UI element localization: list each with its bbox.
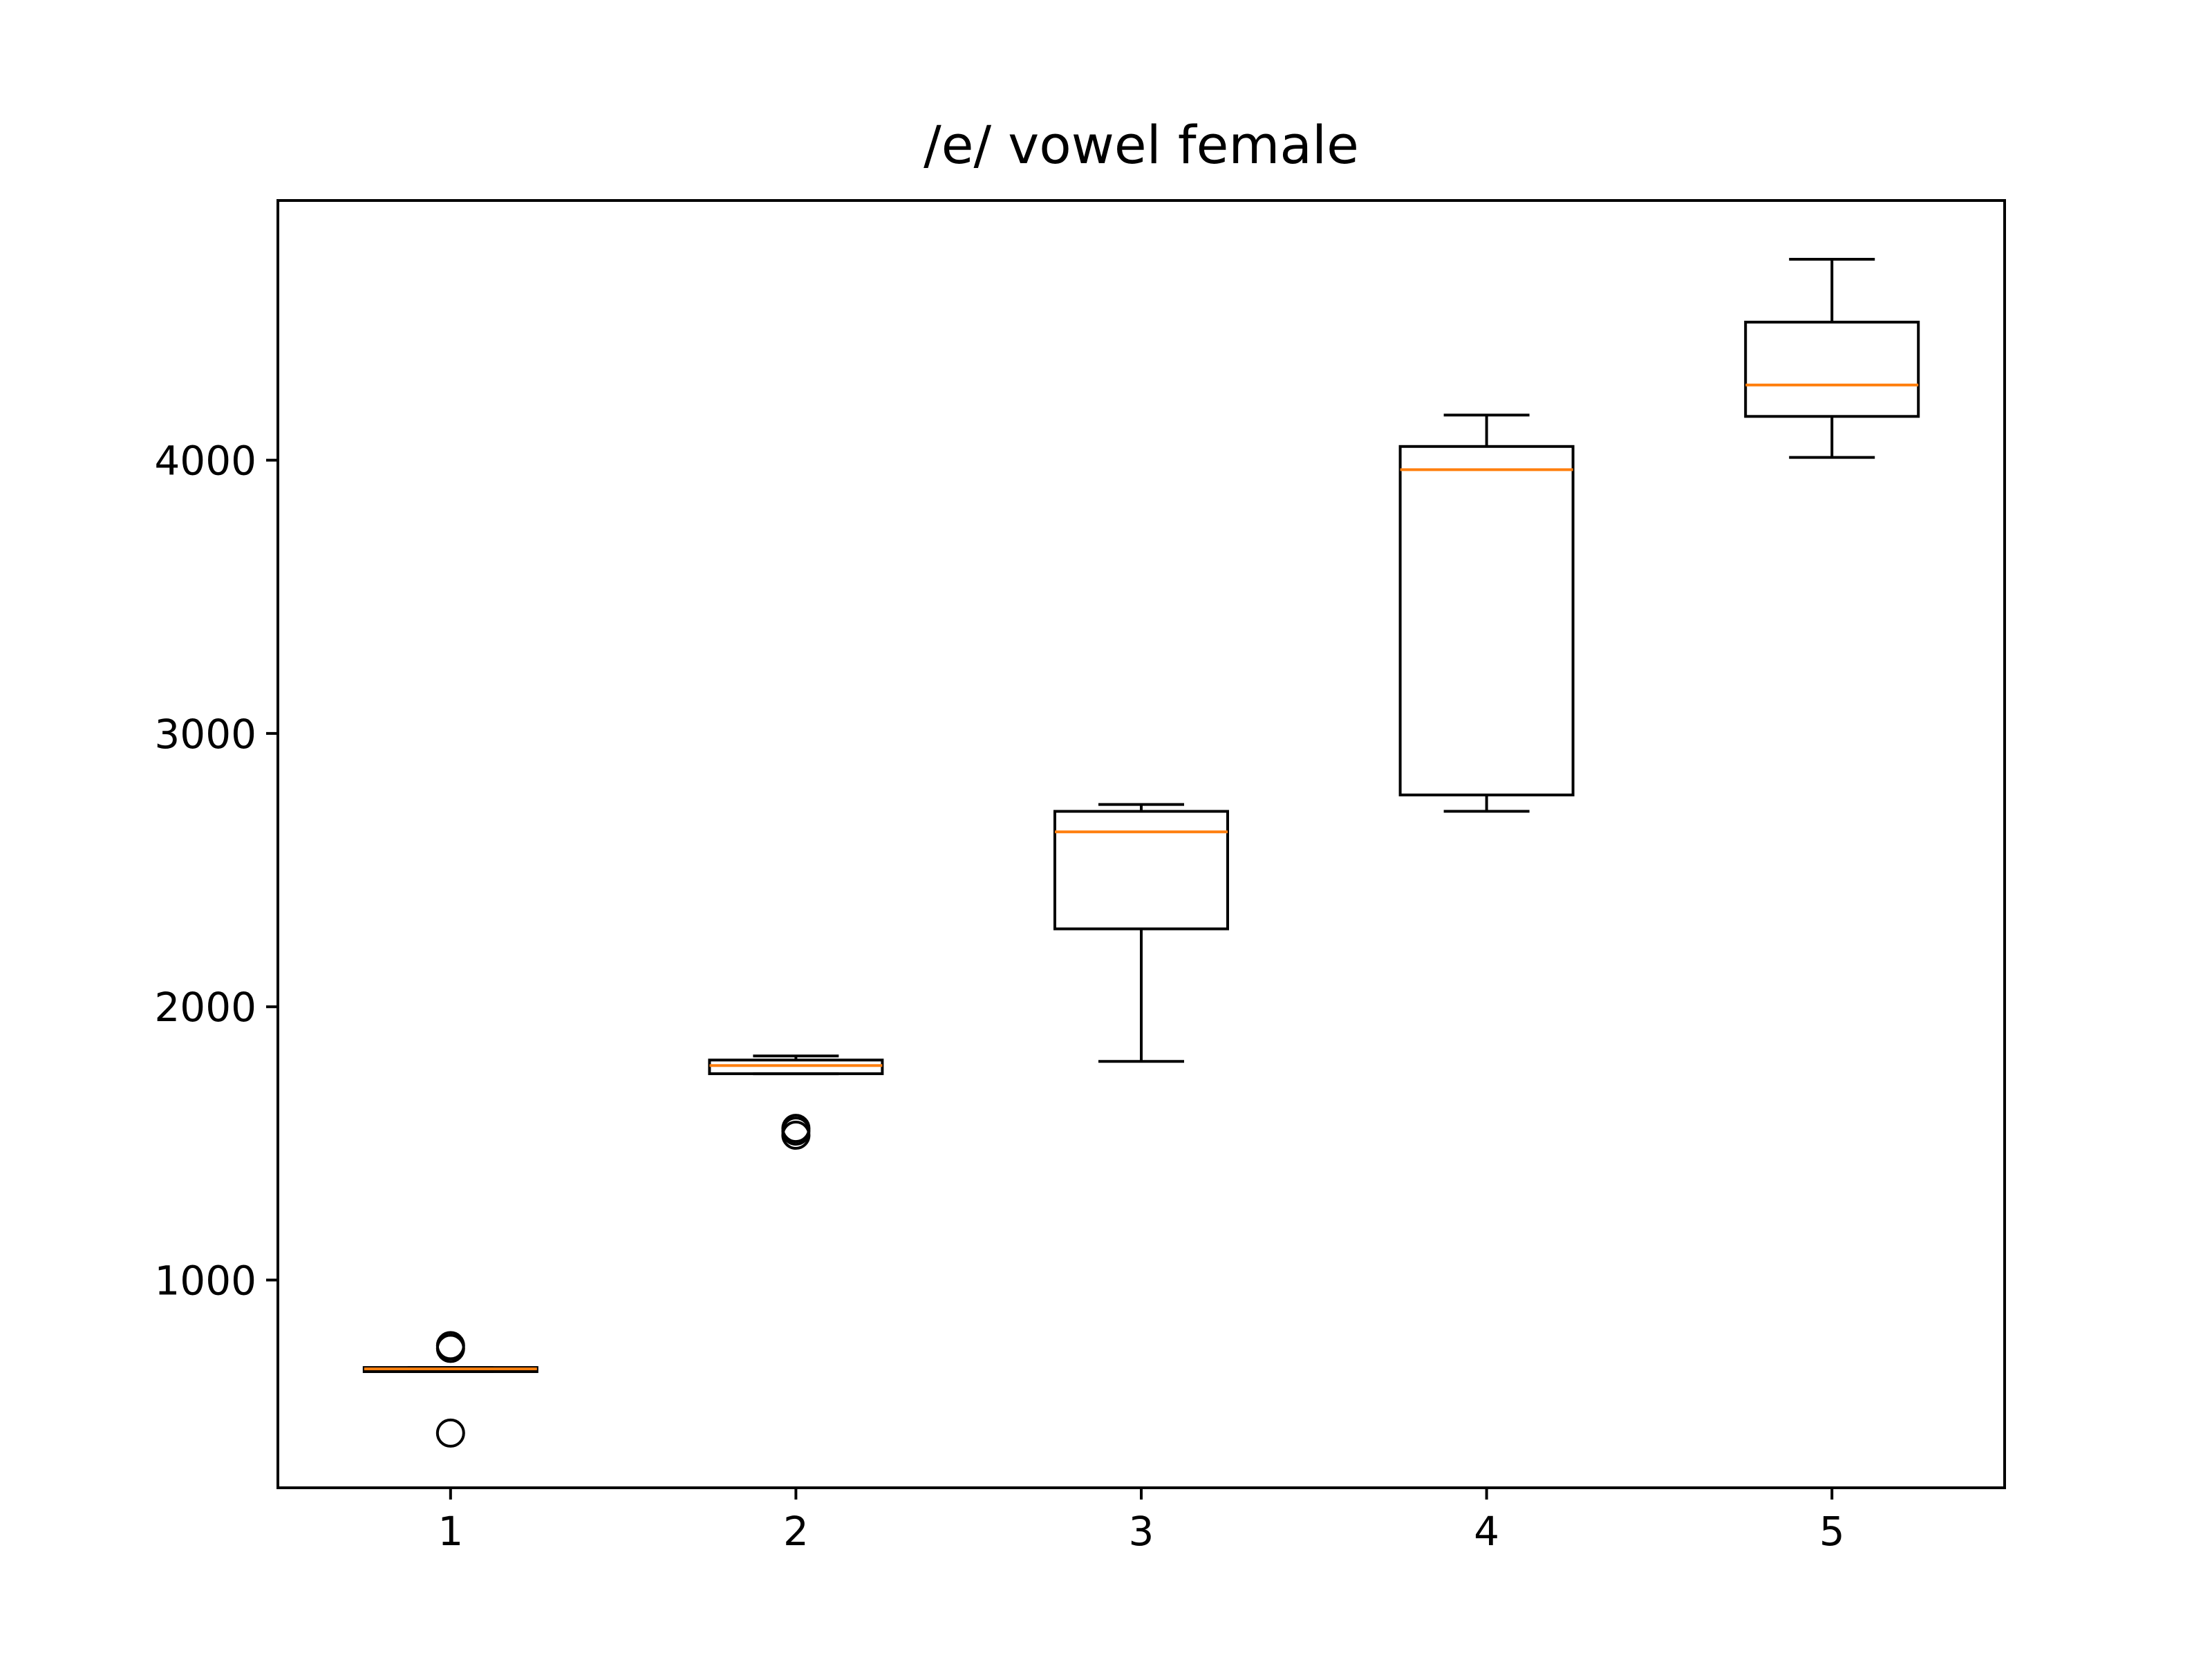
outlier-point [435, 1331, 465, 1361]
x-tick-label: 3 [1129, 1508, 1154, 1555]
chart-title: /e/ vowel female [924, 114, 1359, 176]
x-tick-label: 5 [1819, 1508, 1845, 1555]
outlier-point [435, 1418, 465, 1448]
y-tick-label: 4000 [154, 438, 256, 485]
interquartile-box [1744, 320, 1920, 418]
y-tick-label: 3000 [154, 711, 256, 758]
box-group-1 [362, 1331, 538, 1448]
box-group-2 [708, 1054, 884, 1150]
interquartile-box [1398, 445, 1575, 796]
y-tick-label: 2000 [154, 984, 256, 1031]
y-tick-label: 1000 [154, 1258, 256, 1305]
x-tick-label: 4 [1474, 1508, 1499, 1555]
x-tick-label: 2 [783, 1508, 809, 1555]
box-group-5 [1744, 257, 1920, 459]
interquartile-box [1053, 810, 1229, 931]
box-group-4 [1398, 413, 1575, 813]
outlier-point [781, 1114, 811, 1143]
x-tick-label: 1 [438, 1508, 463, 1555]
box-group-3 [1053, 803, 1229, 1063]
